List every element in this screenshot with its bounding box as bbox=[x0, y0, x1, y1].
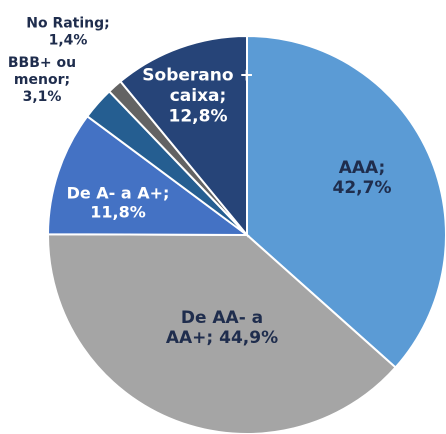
label-line: De A- a A+; bbox=[67, 183, 170, 202]
label-line: Soberano + bbox=[142, 66, 253, 86]
pie-slice bbox=[47, 233, 397, 434]
label-line: 42,7% bbox=[333, 178, 392, 198]
slice-label: Soberano + caixa; 12,8% bbox=[142, 66, 253, 127]
label-line: 12,8% bbox=[169, 106, 228, 126]
slice-label: AAA; 42,7% bbox=[333, 158, 392, 198]
label-line: No Rating; bbox=[26, 16, 110, 32]
pie-slice bbox=[46, 114, 251, 237]
label-line: De AA- a bbox=[181, 308, 263, 328]
label-line: caixa; bbox=[170, 86, 227, 106]
slice-label: No Rating; 1,4% bbox=[26, 16, 110, 49]
slice-label: De A- a A+; 11,8% bbox=[67, 183, 170, 221]
label-line: AAA; bbox=[339, 158, 386, 178]
slice-label: BBB+ ou menor; 3,1% bbox=[8, 55, 76, 105]
pie-slice bbox=[246, 34, 446, 369]
label-line: 1,4% bbox=[49, 32, 88, 48]
label-line: 11,8% bbox=[90, 202, 146, 221]
label-line: 3,1% bbox=[23, 89, 62, 105]
label-line: BBB+ ou bbox=[8, 55, 76, 71]
label-line: AA+; 44,9% bbox=[166, 328, 278, 348]
pie-slice bbox=[119, 34, 248, 238]
label-line: menor; bbox=[14, 72, 70, 88]
slice-label: De AA- a AA+; 44,9% bbox=[166, 308, 278, 348]
